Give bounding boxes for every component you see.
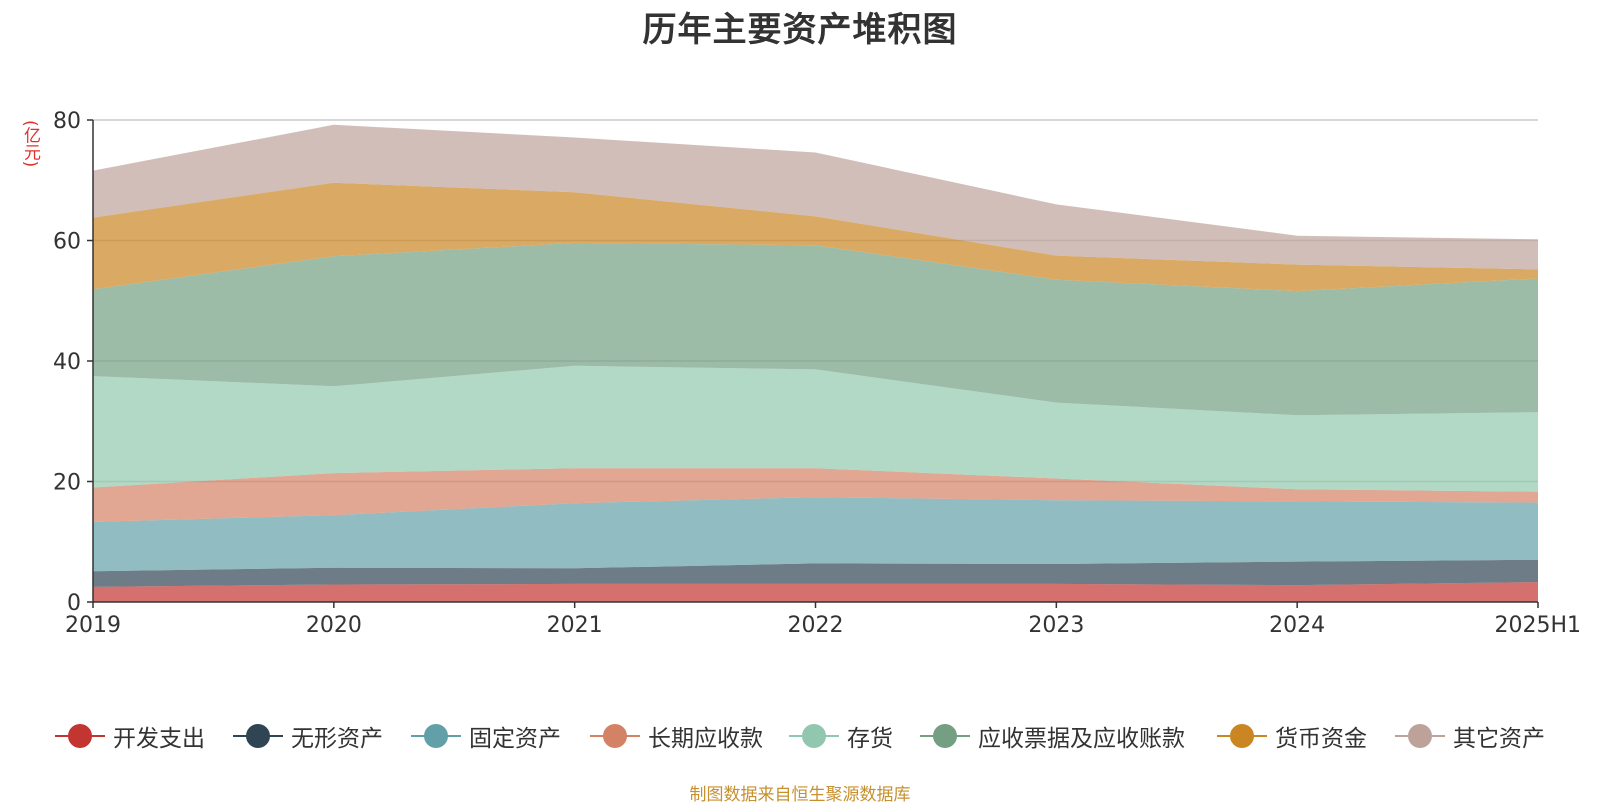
legend-marker-icon	[590, 718, 640, 754]
legend-item-5[interactable]: 应收票据及应收账款	[920, 718, 1185, 754]
x-tick-label-0: 2019	[65, 613, 121, 638]
x-tick-label-3: 2022	[788, 613, 844, 638]
y-tick-label-4: 80	[53, 109, 81, 134]
legend-label: 货币资金	[1275, 726, 1367, 752]
legend-item-7[interactable]: 其它资产	[1395, 718, 1545, 754]
area-series-3	[93, 468, 1538, 522]
legend-label: 其它资产	[1453, 726, 1545, 752]
area-series-4	[93, 365, 1538, 492]
legend-marker-icon	[1217, 718, 1267, 754]
legend-label: 应收票据及应收账款	[978, 726, 1185, 752]
legend-marker-icon	[233, 718, 283, 754]
legend-item-0[interactable]: 开发支出	[55, 718, 205, 754]
legend-item-2[interactable]: 固定资产	[411, 718, 561, 754]
legend-marker-icon	[55, 718, 105, 754]
area-series-0	[93, 582, 1538, 602]
x-tick-label-2: 2021	[547, 613, 603, 638]
chart-plot-area: 0 20 40 60 80 2019 2020 2021 2022 2023 2024 2025H1	[53, 109, 1581, 638]
area-series-5	[93, 242, 1538, 416]
x-tick-label-4: 2023	[1028, 613, 1084, 638]
legend-marker-icon	[411, 718, 461, 754]
legend-marker-icon	[920, 718, 970, 754]
legend-marker-icon	[1395, 718, 1445, 754]
chart-title: 历年主要资产堆积图	[642, 10, 958, 50]
legend-label: 无形资产	[291, 726, 383, 752]
legend-item-4[interactable]: 存货	[789, 718, 893, 754]
y-tick-label-1: 20	[53, 471, 81, 496]
legend-label: 存货	[847, 726, 893, 752]
legend-item-3[interactable]: 长期应收款	[590, 718, 763, 754]
x-tick-label-6: 2025H1	[1494, 613, 1581, 638]
legend-marker-icon	[789, 718, 839, 754]
y-tick-label-3: 60	[53, 230, 81, 255]
legend-item-6[interactable]: 货币资金	[1217, 718, 1367, 754]
legend-item-1[interactable]: 无形资产	[233, 718, 383, 754]
legend-label: 固定资产	[469, 726, 561, 752]
y-tick-label-0: 0	[67, 591, 81, 616]
area-series-6	[93, 182, 1538, 292]
x-tick-label-1: 2020	[306, 613, 362, 638]
x-tick-label-5: 2024	[1269, 613, 1325, 638]
area-series-7	[93, 124, 1538, 270]
y-tick-label-2: 40	[53, 350, 81, 375]
chart-legend: 开发支出 无形资产 固定资产 长期应收款 存货 应收票据及应收账款 货币资金 其它资产	[0, 718, 1600, 754]
area-series-1	[93, 559, 1538, 587]
y-axis-unit-label: (亿元)	[20, 120, 40, 168]
area-series-2	[93, 497, 1538, 572]
source-note: 制图数据来自恒生聚源数据库	[689, 785, 911, 805]
legend-label: 开发支出	[113, 726, 205, 752]
legend-label: 长期应收款	[648, 726, 763, 752]
